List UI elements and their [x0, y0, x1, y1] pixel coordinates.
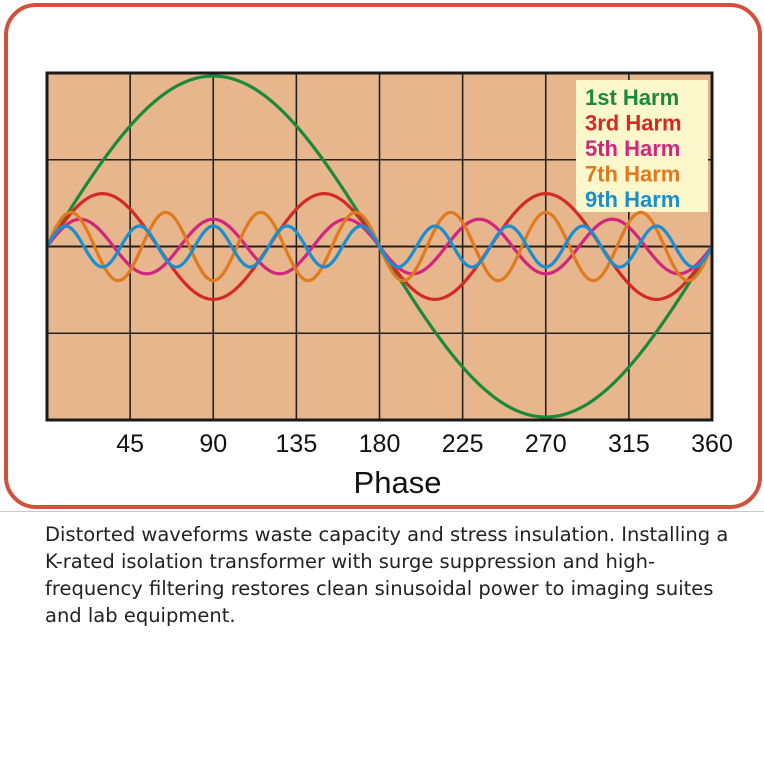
x-tick-label: 180: [359, 430, 401, 458]
x-tick-label: 90: [199, 430, 227, 458]
x-tick-label: 360: [691, 430, 733, 458]
x-axis-label: Phase: [354, 465, 442, 500]
legend-entry: 3rd Harm: [585, 111, 682, 136]
x-tick-label: 135: [276, 430, 318, 458]
x-tick-label: 270: [525, 430, 567, 458]
chart-frame: [4, 3, 762, 509]
caption: Distorted waveforms waste capacity and s…: [45, 523, 729, 627]
legend-entry: 5th Harm: [585, 136, 680, 161]
x-tick-label: 315: [608, 430, 650, 458]
legend-box: [576, 80, 708, 212]
legend-entry: 7th Harm: [585, 162, 680, 187]
series-line-9: [45, 224, 714, 269]
legend-entry: 1st Harm: [585, 85, 679, 110]
divider: [0, 511, 764, 512]
plot-border: [45, 71, 714, 422]
legend-entry: 9th Harm: [585, 187, 680, 212]
x-tick-label: 45: [116, 430, 144, 458]
x-tick-label: 225: [442, 430, 484, 458]
